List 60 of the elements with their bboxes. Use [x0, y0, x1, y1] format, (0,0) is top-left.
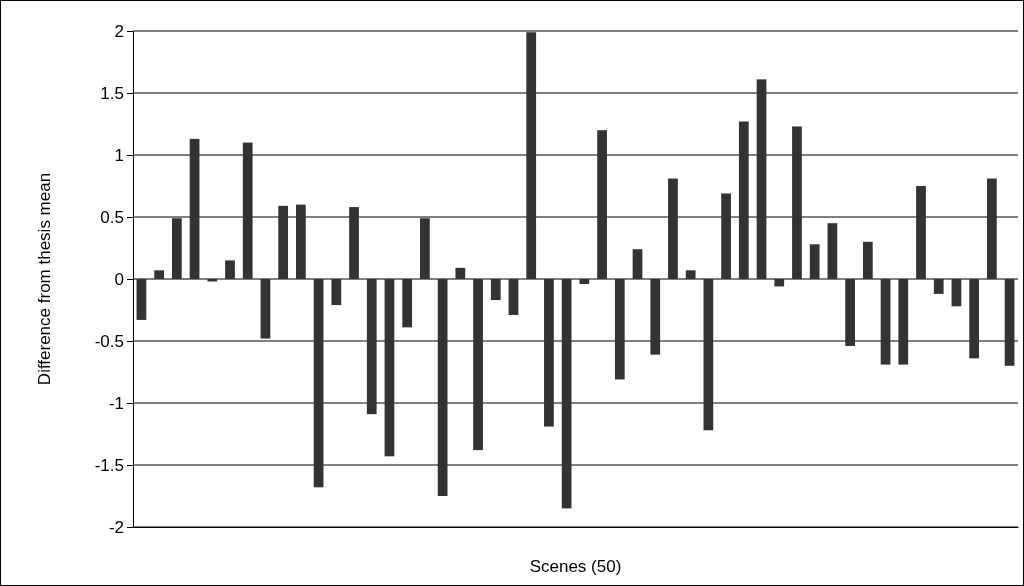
bar — [827, 223, 838, 279]
bar — [384, 279, 395, 457]
bar — [916, 186, 926, 279]
bar — [1004, 279, 1015, 366]
bar — [880, 279, 891, 365]
bar — [402, 279, 413, 328]
bar — [561, 279, 572, 509]
bar — [809, 244, 820, 279]
bar — [862, 241, 873, 279]
bar — [278, 205, 289, 279]
bar — [526, 32, 537, 279]
bar — [242, 142, 253, 279]
bar — [508, 279, 519, 315]
bar — [490, 279, 501, 301]
bar — [349, 207, 359, 279]
bar — [366, 279, 377, 415]
y-tick-label: -1.5 — [94, 455, 124, 475]
bar — [597, 130, 607, 279]
bar — [189, 138, 200, 279]
y-tick-label: -0.5 — [94, 331, 124, 351]
bar — [313, 279, 324, 488]
bar — [296, 204, 306, 279]
bar — [579, 279, 590, 284]
bar — [845, 279, 855, 346]
bar — [614, 279, 625, 380]
bar — [738, 121, 749, 279]
bar — [136, 279, 147, 320]
bar — [703, 279, 714, 431]
bar — [933, 279, 944, 294]
bar — [171, 218, 182, 279]
bar — [969, 279, 980, 359]
bar — [437, 279, 448, 496]
y-tick-label: 2 — [114, 21, 124, 41]
bar — [898, 279, 909, 365]
bar — [721, 193, 731, 279]
bar — [792, 126, 802, 279]
bar — [774, 279, 785, 287]
bar — [632, 249, 643, 279]
y-tick-label: 1 — [114, 145, 124, 165]
bar — [685, 270, 696, 279]
bar — [756, 79, 767, 279]
bar — [331, 279, 342, 306]
x-axis-title: Scenes (50) — [529, 557, 622, 576]
y-tick-label: 0 — [114, 269, 124, 289]
bar — [260, 279, 271, 339]
bar — [154, 270, 165, 279]
bar — [951, 279, 962, 307]
bar — [668, 178, 678, 279]
bar — [986, 178, 997, 279]
y-tick-label: -2 — [108, 517, 124, 537]
bar — [420, 218, 430, 279]
bar — [455, 267, 466, 279]
bar — [473, 279, 483, 451]
bar — [225, 260, 235, 279]
y-tick-label: 1.5 — [100, 83, 124, 103]
y-tick-label: -1 — [108, 393, 124, 413]
bar — [544, 279, 554, 427]
y-tick-label: 0.5 — [100, 207, 124, 227]
y-axis-title: Difference from thesis mean — [35, 172, 54, 386]
bar — [650, 279, 661, 355]
